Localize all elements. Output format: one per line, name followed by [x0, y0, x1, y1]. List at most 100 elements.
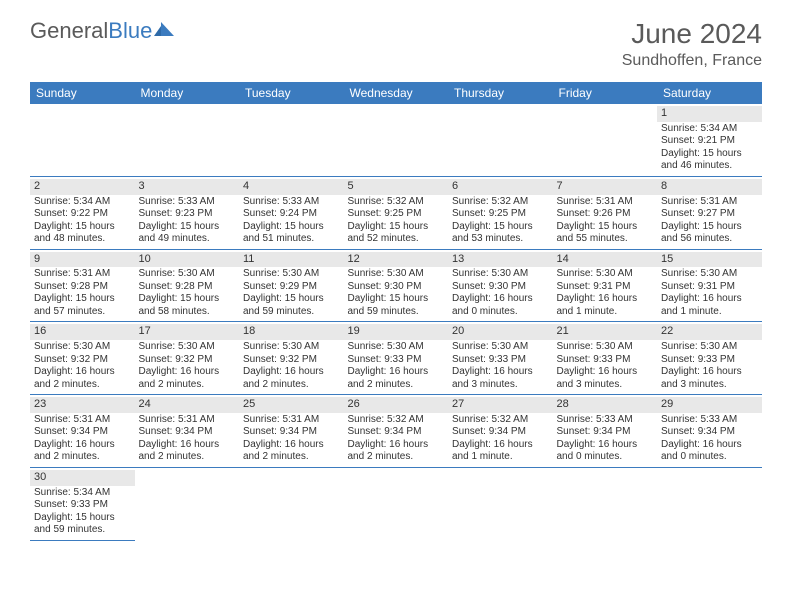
- calendar-cell: [239, 468, 344, 541]
- daylight-text: Daylight: 15 hours and 46 minutes.: [661, 148, 758, 173]
- sunrise-text: Sunrise: 5:33 AM: [243, 196, 340, 209]
- week-row: 30Sunrise: 5:34 AMSunset: 9:33 PMDayligh…: [30, 468, 762, 541]
- calendar-cell: [553, 468, 658, 541]
- daylight-text: Daylight: 15 hours and 59 minutes.: [34, 512, 131, 537]
- sunset-text: Sunset: 9:34 PM: [139, 426, 236, 439]
- sunset-text: Sunset: 9:34 PM: [243, 426, 340, 439]
- day-header: Monday: [135, 82, 240, 104]
- flag-icon: [154, 18, 176, 44]
- daylight-text: Daylight: 16 hours and 1 minute.: [557, 293, 654, 318]
- sunrise-text: Sunrise: 5:33 AM: [139, 196, 236, 209]
- sunrise-text: Sunrise: 5:30 AM: [243, 268, 340, 281]
- daylight-text: Daylight: 16 hours and 2 minutes.: [243, 439, 340, 464]
- sunset-text: Sunset: 9:21 PM: [661, 135, 758, 148]
- sunset-text: Sunset: 9:26 PM: [557, 208, 654, 221]
- calendar-cell: 14Sunrise: 5:30 AMSunset: 9:31 PMDayligh…: [553, 250, 658, 323]
- day-number: 24: [135, 397, 240, 413]
- day-number: 14: [553, 252, 658, 268]
- sunset-text: Sunset: 9:28 PM: [139, 281, 236, 294]
- daylight-text: Daylight: 15 hours and 49 minutes.: [139, 221, 236, 246]
- calendar-cell: 28Sunrise: 5:33 AMSunset: 9:34 PMDayligh…: [553, 395, 658, 468]
- daylight-text: Daylight: 16 hours and 2 minutes.: [243, 366, 340, 391]
- sunrise-text: Sunrise: 5:31 AM: [557, 196, 654, 209]
- calendar-cell: 6Sunrise: 5:32 AMSunset: 9:25 PMDaylight…: [448, 177, 553, 250]
- daylight-text: Daylight: 16 hours and 2 minutes.: [34, 439, 131, 464]
- sunset-text: Sunset: 9:33 PM: [452, 354, 549, 367]
- calendar-cell: 8Sunrise: 5:31 AMSunset: 9:27 PMDaylight…: [657, 177, 762, 250]
- sunrise-text: Sunrise: 5:31 AM: [243, 414, 340, 427]
- sunrise-text: Sunrise: 5:30 AM: [139, 268, 236, 281]
- day-number: 27: [448, 397, 553, 413]
- day-number: 4: [239, 179, 344, 195]
- calendar-cell: 21Sunrise: 5:30 AMSunset: 9:33 PMDayligh…: [553, 322, 658, 395]
- sunset-text: Sunset: 9:23 PM: [139, 208, 236, 221]
- calendar-cell: 24Sunrise: 5:31 AMSunset: 9:34 PMDayligh…: [135, 395, 240, 468]
- day-number: 16: [30, 324, 135, 340]
- sunset-text: Sunset: 9:22 PM: [34, 208, 131, 221]
- sunrise-text: Sunrise: 5:31 AM: [661, 196, 758, 209]
- day-number: 3: [135, 179, 240, 195]
- day-number: 15: [657, 252, 762, 268]
- sunrise-text: Sunrise: 5:33 AM: [661, 414, 758, 427]
- sunset-text: Sunset: 9:28 PM: [34, 281, 131, 294]
- sunset-text: Sunset: 9:30 PM: [452, 281, 549, 294]
- day-header: Saturday: [657, 82, 762, 104]
- sunset-text: Sunset: 9:34 PM: [661, 426, 758, 439]
- calendar-cell: 3Sunrise: 5:33 AMSunset: 9:23 PMDaylight…: [135, 177, 240, 250]
- calendar-cell: [448, 468, 553, 541]
- sunset-text: Sunset: 9:33 PM: [557, 354, 654, 367]
- day-number: 26: [344, 397, 449, 413]
- day-number: 23: [30, 397, 135, 413]
- daylight-text: Daylight: 16 hours and 2 minutes.: [139, 439, 236, 464]
- sunrise-text: Sunrise: 5:31 AM: [34, 268, 131, 281]
- calendar-cell: 19Sunrise: 5:30 AMSunset: 9:33 PMDayligh…: [344, 322, 449, 395]
- daylight-text: Daylight: 16 hours and 3 minutes.: [452, 366, 549, 391]
- sunrise-text: Sunrise: 5:34 AM: [661, 123, 758, 136]
- sunset-text: Sunset: 9:32 PM: [243, 354, 340, 367]
- sunrise-text: Sunrise: 5:30 AM: [452, 268, 549, 281]
- logo-text-1: General: [30, 18, 108, 44]
- day-number: 29: [657, 397, 762, 413]
- sunrise-text: Sunrise: 5:30 AM: [661, 341, 758, 354]
- day-number: 9: [30, 252, 135, 268]
- sunset-text: Sunset: 9:32 PM: [139, 354, 236, 367]
- sunrise-text: Sunrise: 5:34 AM: [34, 196, 131, 209]
- calendar-cell: [448, 104, 553, 177]
- header: GeneralBlue June 2024 Sundhoffen, France: [0, 0, 792, 78]
- day-number: 28: [553, 397, 658, 413]
- day-number: 10: [135, 252, 240, 268]
- sunset-text: Sunset: 9:34 PM: [557, 426, 654, 439]
- daylight-text: Daylight: 16 hours and 1 minute.: [661, 293, 758, 318]
- day-number: 5: [344, 179, 449, 195]
- daylight-text: Daylight: 16 hours and 0 minutes.: [661, 439, 758, 464]
- sunset-text: Sunset: 9:34 PM: [452, 426, 549, 439]
- daylight-text: Daylight: 16 hours and 2 minutes.: [34, 366, 131, 391]
- logo: GeneralBlue: [30, 18, 176, 44]
- day-number: 18: [239, 324, 344, 340]
- day-number: 6: [448, 179, 553, 195]
- calendar-cell: [657, 468, 762, 541]
- week-row: 2Sunrise: 5:34 AMSunset: 9:22 PMDaylight…: [30, 177, 762, 250]
- calendar-cell: 12Sunrise: 5:30 AMSunset: 9:30 PMDayligh…: [344, 250, 449, 323]
- sunset-text: Sunset: 9:27 PM: [661, 208, 758, 221]
- daylight-text: Daylight: 16 hours and 2 minutes.: [139, 366, 236, 391]
- calendar-cell: 29Sunrise: 5:33 AMSunset: 9:34 PMDayligh…: [657, 395, 762, 468]
- title-block: June 2024 Sundhoffen, France: [622, 18, 762, 70]
- calendar-cell: 15Sunrise: 5:30 AMSunset: 9:31 PMDayligh…: [657, 250, 762, 323]
- sunset-text: Sunset: 9:34 PM: [34, 426, 131, 439]
- sunset-text: Sunset: 9:31 PM: [661, 281, 758, 294]
- day-header: Tuesday: [239, 82, 344, 104]
- day-number: 8: [657, 179, 762, 195]
- day-header: Sunday: [30, 82, 135, 104]
- daylight-text: Daylight: 15 hours and 58 minutes.: [139, 293, 236, 318]
- calendar-cell: 9Sunrise: 5:31 AMSunset: 9:28 PMDaylight…: [30, 250, 135, 323]
- daylight-text: Daylight: 16 hours and 2 minutes.: [348, 366, 445, 391]
- calendar-cell: 26Sunrise: 5:32 AMSunset: 9:34 PMDayligh…: [344, 395, 449, 468]
- sunset-text: Sunset: 9:33 PM: [348, 354, 445, 367]
- week-row: 1Sunrise: 5:34 AMSunset: 9:21 PMDaylight…: [30, 104, 762, 177]
- calendar-cell: 30Sunrise: 5:34 AMSunset: 9:33 PMDayligh…: [30, 468, 135, 541]
- calendar-cell: [344, 468, 449, 541]
- sunset-text: Sunset: 9:34 PM: [348, 426, 445, 439]
- daylight-text: Daylight: 16 hours and 3 minutes.: [661, 366, 758, 391]
- day-number: 22: [657, 324, 762, 340]
